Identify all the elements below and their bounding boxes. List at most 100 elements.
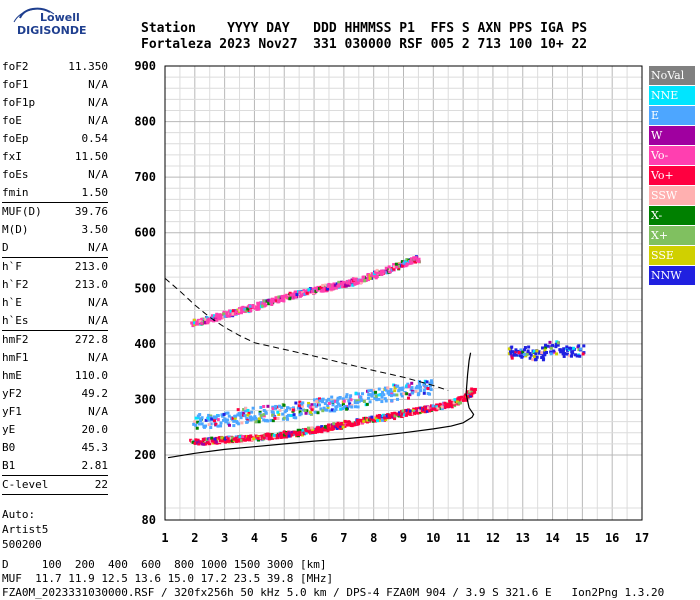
param-label: fxI bbox=[2, 150, 22, 163]
echo-point bbox=[336, 398, 340, 402]
x-tick-label: 14 bbox=[545, 531, 559, 545]
x-tick-label: 4 bbox=[251, 531, 258, 545]
param-label: yF1 bbox=[2, 405, 22, 418]
param-value: 272.8 bbox=[74, 333, 108, 346]
y-tick-label: 700 bbox=[134, 170, 156, 184]
echo-point bbox=[269, 418, 273, 422]
echo-point bbox=[225, 311, 229, 315]
echo-point bbox=[418, 410, 422, 414]
echo-point bbox=[316, 411, 320, 415]
echo-point bbox=[417, 257, 421, 261]
echo-point bbox=[298, 433, 302, 437]
echo-point bbox=[304, 411, 308, 415]
x-tick-label: 8 bbox=[370, 531, 377, 545]
echo-point bbox=[222, 312, 226, 316]
echo-point bbox=[224, 411, 228, 415]
echo-point bbox=[408, 261, 412, 265]
echo-point bbox=[301, 401, 305, 405]
echo-point bbox=[405, 384, 409, 388]
echo-point bbox=[392, 263, 396, 267]
echo-point bbox=[251, 406, 255, 410]
echo-point bbox=[374, 270, 378, 274]
param-separator bbox=[2, 475, 108, 476]
echo-point bbox=[310, 403, 314, 407]
echo-point bbox=[314, 404, 318, 408]
echo-point bbox=[327, 284, 331, 288]
echo-point bbox=[246, 307, 250, 311]
echo-point bbox=[354, 405, 358, 409]
echo-point bbox=[257, 420, 261, 424]
echo-point bbox=[412, 256, 416, 260]
echo-point bbox=[311, 287, 315, 291]
echo-point bbox=[522, 353, 526, 357]
echo-point bbox=[544, 343, 548, 347]
echo-point bbox=[361, 279, 365, 283]
echo-point bbox=[258, 304, 262, 308]
echo-point bbox=[335, 404, 339, 408]
echo-point bbox=[395, 397, 399, 401]
echo-point bbox=[238, 413, 242, 417]
echo-point bbox=[339, 407, 343, 411]
echo-point bbox=[370, 415, 374, 419]
echo-point bbox=[368, 393, 372, 397]
echo-point bbox=[406, 411, 410, 415]
echo-point bbox=[318, 403, 322, 407]
echo-point bbox=[313, 410, 317, 414]
echo-point bbox=[262, 436, 266, 440]
echo-point bbox=[435, 403, 439, 407]
echo-point bbox=[528, 352, 532, 356]
echo-point bbox=[416, 411, 420, 415]
echo-point bbox=[380, 418, 384, 422]
echo-point bbox=[440, 405, 444, 409]
echo-point bbox=[419, 385, 423, 389]
echo-point bbox=[325, 399, 329, 403]
param-label: hmE bbox=[2, 369, 22, 382]
echo-point bbox=[431, 406, 435, 410]
echo-point bbox=[356, 405, 360, 409]
echo-point bbox=[369, 389, 373, 393]
echo-point bbox=[292, 406, 296, 410]
echo-point bbox=[315, 288, 319, 292]
echo-point bbox=[304, 289, 308, 293]
echo-point bbox=[321, 409, 325, 413]
echo-point bbox=[212, 415, 216, 419]
x-tick-label: 9 bbox=[400, 531, 407, 545]
echo-point bbox=[335, 426, 339, 430]
echo-point bbox=[393, 389, 397, 393]
echo-point bbox=[226, 422, 230, 426]
echo-point bbox=[470, 389, 474, 393]
echo-point bbox=[288, 297, 292, 301]
echo-point bbox=[527, 345, 531, 349]
echo-point bbox=[244, 438, 248, 442]
echo-point bbox=[252, 417, 256, 421]
echo-point bbox=[350, 405, 354, 409]
echo-point bbox=[313, 403, 317, 407]
footer: D 100 200 400 600 800 1000 1500 3000 [km… bbox=[2, 558, 664, 600]
echo-point bbox=[195, 426, 199, 430]
echo-point bbox=[214, 415, 218, 419]
echo-point bbox=[215, 440, 219, 444]
auto-scaling-line: Auto: bbox=[2, 508, 36, 521]
echo-point bbox=[292, 430, 296, 434]
echo-point bbox=[310, 428, 314, 432]
echo-point bbox=[289, 293, 293, 297]
echo-point bbox=[368, 276, 372, 280]
param-separator bbox=[2, 257, 108, 258]
echo-point bbox=[384, 388, 388, 392]
echo-point bbox=[221, 436, 225, 440]
echo-point bbox=[280, 433, 284, 437]
y-tick-label: 900 bbox=[134, 59, 156, 73]
echo-point bbox=[362, 399, 366, 403]
echo-point bbox=[381, 269, 385, 273]
param-label: foF1 bbox=[2, 78, 29, 91]
echo-point bbox=[355, 399, 359, 403]
echo-point bbox=[281, 297, 285, 301]
echo-point bbox=[331, 427, 335, 431]
echo-point bbox=[217, 316, 221, 320]
echo-point bbox=[359, 418, 363, 422]
echo-point bbox=[400, 264, 404, 268]
echo-point bbox=[422, 391, 426, 395]
echo-point bbox=[233, 312, 237, 316]
echo-point bbox=[325, 408, 329, 412]
echo-point bbox=[330, 408, 334, 412]
